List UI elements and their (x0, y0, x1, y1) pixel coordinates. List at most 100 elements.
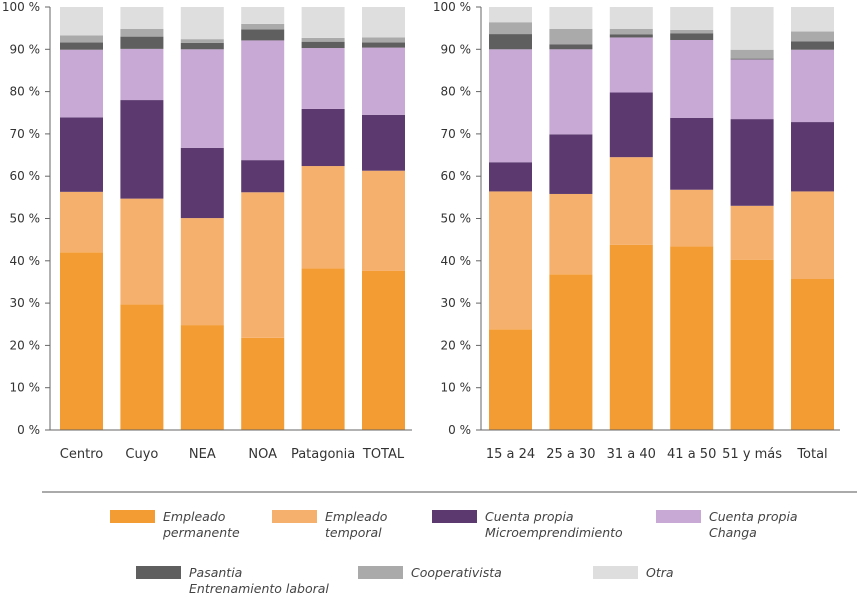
y-tick-label: 30 % (10, 296, 41, 310)
bar-segment-pasantia-entrenamiento-laboral-41-a-50 (670, 33, 714, 40)
y-tick-label: 100 % (433, 0, 471, 14)
bar-segment-empleado-permanente-total (362, 270, 405, 430)
bar-segment-cuenta-propia-changa-51-y-mas (730, 59, 774, 120)
x-category-label: Total (796, 447, 827, 462)
legend-swatch-empleado-temporal (272, 510, 317, 523)
bar-segment-cuenta-propia-changa-cuyo (120, 48, 164, 101)
y-tick-label: 60 % (441, 169, 472, 183)
bar-segment-cuenta-propia-microemprendimiento-total (362, 114, 405, 171)
bar-segment-empleado-permanente-nea (180, 325, 224, 430)
bar-segment-empleado-temporal-patagonia (301, 166, 345, 269)
bar-segment-otra-cuyo (120, 7, 164, 29)
y-tick-label: 20 % (10, 338, 41, 352)
legend: EmpleadopermanenteEmpleadotemporalCuenta… (110, 509, 798, 596)
bar-segment-cuenta-propia-microemprendimiento-31-a-40 (609, 92, 653, 158)
bar-segment-cuenta-propia-changa-nea (180, 49, 224, 148)
bar-segment-empleado-permanente-total (791, 278, 834, 430)
legend-swatch-empleado-permanente (110, 510, 155, 523)
y-tick-label: 50 % (10, 212, 41, 226)
y-tick-label: 90 % (441, 42, 472, 56)
y-tick-label: 10 % (441, 381, 472, 395)
chart-by-region: 0 % 10 % 20 % 30 % 40 % 50 % 60 % 70 % 80 % 90 % 1… (2, 0, 412, 462)
bar-segment-cuenta-propia-changa-41-a-50 (670, 39, 714, 118)
bar-segment-empleado-temporal-25-a-30 (549, 193, 593, 275)
x-category-label: 25 a 30 (546, 447, 595, 462)
x-category-label: 15 a 24 (486, 447, 535, 462)
y-tick-label: 70 % (10, 127, 41, 141)
bar-segment-cuenta-propia-changa-total (791, 49, 834, 123)
bar-segment-cuenta-propia-changa-centro (60, 49, 103, 118)
y-tick-label: 60 % (10, 169, 41, 183)
bar-segment-cuenta-propia-microemprendimiento-patagonia (301, 108, 345, 167)
legend-label-line2: Microemprendimiento (485, 525, 623, 540)
bar-segment-cuenta-propia-microemprendimiento-51-y-mas (730, 119, 774, 206)
bar-segment-empleado-temporal-cuyo (120, 198, 164, 305)
bar-segment-pasantia-entrenamiento-laboral-25-a-30 (549, 44, 593, 50)
y-tick-label: 10 % (10, 381, 41, 395)
bar-segment-otra-51-y-mas (730, 7, 774, 50)
bar-segment-empleado-permanente-25-a-30 (549, 274, 593, 430)
bar-segment-otra-patagonia (301, 7, 345, 38)
x-category-label: NOA (248, 447, 277, 462)
bar-segment-empleado-permanente-15-a-24 (489, 329, 532, 430)
bar-segment-otra-31-a-40 (609, 7, 653, 29)
bar-segment-cooperativista-nea (180, 39, 224, 43)
bar-segment-cooperativista-total (362, 37, 405, 43)
y-tick-label: 80 % (441, 85, 472, 99)
bar-segment-cooperativista-31-a-40 (609, 28, 653, 35)
legend-label: Cuenta propia (485, 509, 574, 524)
bar-segment-empleado-permanente-patagonia (301, 268, 345, 430)
bar-segment-pasantia-entrenamiento-laboral-patagonia (301, 41, 345, 49)
bar-segment-cuenta-propia-microemprendimiento-total (791, 122, 834, 192)
chart-by-age: 0 % 10 % 20 % 30 % 40 % 50 % 60 % 70 % 80 % 90 % 1… (433, 0, 840, 462)
bar-segment-cuenta-propia-microemprendimiento-noa (241, 160, 285, 193)
bar-segment-empleado-temporal-nea (180, 218, 224, 326)
x-category-label: 31 a 40 (607, 447, 656, 462)
bar-segment-otra-nea (180, 7, 224, 40)
bar-segment-empleado-temporal-total (362, 170, 405, 271)
bar-segment-empleado-permanente-31-a-40 (609, 244, 653, 430)
legend-label-line2: temporal (325, 525, 382, 540)
y-tick-label: 50 % (441, 212, 472, 226)
bar-segment-empleado-temporal-31-a-40 (609, 157, 653, 245)
legend-swatch-cuenta-propia-microemprendimiento (432, 510, 477, 523)
x-category-label: Centro (60, 447, 103, 462)
bar-segment-pasantia-entrenamiento-laboral-noa (241, 29, 285, 41)
legend-label-line2: Entrenamiento laboral (189, 581, 329, 596)
x-category-label: 41 a 50 (667, 447, 716, 462)
y-tick-label: 100 % (2, 0, 40, 14)
bar-segment-cooperativista-41-a-50 (670, 29, 714, 34)
bar-segment-otra-41-a-50 (670, 7, 714, 30)
x-category-label: Patagonia (291, 447, 355, 462)
legend-label: Empleado (325, 509, 388, 524)
bar-segment-pasantia-entrenamiento-laboral-15-a-24 (489, 34, 532, 50)
bar-segment-pasantia-entrenamiento-laboral-centro (60, 42, 103, 50)
legend-label: Cooperativista (411, 565, 502, 580)
bar-segment-cuenta-propia-microemprendimiento-25-a-30 (549, 134, 593, 194)
bar-segment-cooperativista-25-a-30 (549, 28, 593, 45)
legend-swatch-otra (593, 566, 638, 579)
bar-segment-cooperativista-15-a-24 (489, 22, 532, 35)
bar-segment-cuenta-propia-changa-25-a-30 (549, 49, 593, 135)
bar-segment-cooperativista-total (791, 31, 834, 42)
bar-segment-cuenta-propia-changa-15-a-24 (489, 49, 532, 163)
bar-segment-pasantia-entrenamiento-laboral-total (791, 41, 834, 50)
bar-segment-cuenta-propia-microemprendimiento-41-a-50 (670, 117, 714, 190)
y-tick-label: 0 % (448, 423, 471, 437)
bar-segment-empleado-temporal-41-a-50 (670, 189, 714, 247)
bar-segment-empleado-temporal-total (791, 191, 834, 279)
bar-segment-empleado-temporal-centro (60, 191, 103, 253)
y-tick-label: 30 % (441, 296, 472, 310)
y-tick-label: 20 % (441, 338, 472, 352)
y-tick-label: 80 % (10, 85, 41, 99)
x-category-label: Cuyo (125, 447, 158, 462)
legend-label-line2: permanente (162, 525, 240, 540)
bar-segment-pasantia-entrenamiento-laboral-cuyo (120, 36, 164, 49)
y-tick-label: 40 % (10, 254, 41, 268)
bar-segment-cooperativista-centro (60, 35, 103, 43)
bar-segment-empleado-permanente-41-a-50 (670, 246, 714, 430)
legend-label: Otra (646, 565, 674, 580)
bar-segment-cooperativista-51-y-mas (730, 49, 774, 59)
legend-swatch-cuenta-propia-changa (656, 510, 701, 523)
